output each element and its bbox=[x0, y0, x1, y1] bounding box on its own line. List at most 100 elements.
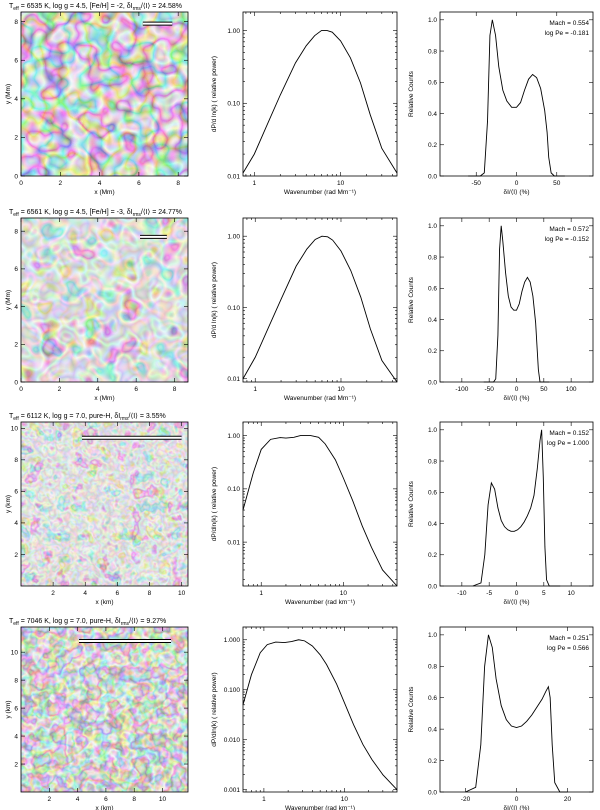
chart-8-annotation-0: Mach = 0.152 bbox=[549, 430, 589, 437]
chart-3-title-title-main: T bbox=[9, 209, 14, 216]
chart-0-title-title-end: /⟨I⟩ = 24.58% bbox=[141, 2, 182, 10]
chart-4-ylabel: dP/d ln(k) ( relative power) bbox=[211, 262, 218, 338]
chart-6-xtick-label-3: 8 bbox=[148, 590, 152, 597]
chart-6-ytick-label-0: 2 bbox=[14, 552, 18, 559]
chart-0-ytick-label-4: 8 bbox=[14, 19, 18, 26]
chart-10-ytick-label-3: 1.000 bbox=[224, 637, 241, 644]
chart-3-ylabel: y (Mm) bbox=[5, 290, 12, 310]
chart-9-title-title-sub2: rms bbox=[121, 621, 130, 627]
chart-1-xtick-label-0: 1 bbox=[252, 180, 256, 187]
chart-9: Teff = 7046 K, log g = 7.0, pure-H, δIrm… bbox=[5, 617, 189, 810]
chart-3-xtick-label-3: 6 bbox=[134, 386, 138, 393]
chart-1: 1 10 0.01 0.10 1.00 Wavenumber (rad Mm⁻¹) dP/d… bbox=[211, 11, 398, 196]
chart-10-ytick-label-2: 0.100 bbox=[224, 687, 241, 694]
chart-4-xlabel: Wavenumber (rad Mm⁻¹) bbox=[284, 395, 356, 402]
chart-4-xtick-label-0: 1 bbox=[253, 386, 257, 393]
chart-3-frame bbox=[20, 217, 189, 383]
chart-1-ylabel: dP/d ln(k) ( relative power) bbox=[211, 56, 218, 132]
chart-9-xtick-label-0: 2 bbox=[47, 796, 51, 803]
chart-8-ytick-label-5: 1.0 bbox=[428, 427, 437, 434]
chart-3-title-title-sub2: rms bbox=[133, 212, 142, 218]
chart-8-ytick-label-0: 0.0 bbox=[428, 583, 437, 590]
chart-8-xlabel: δI/⟨I⟩ (%) bbox=[503, 598, 529, 606]
chart-0-title-title-sub: eff bbox=[13, 6, 19, 12]
chart-0-frame bbox=[20, 11, 189, 177]
chart-3-ytick-label-0: 0 bbox=[14, 379, 18, 386]
chart-1-ytick-label-1: 0.10 bbox=[227, 101, 240, 108]
chart-10: 1 10 0.001 0.010 0.100 1.000 Wavenumber (rad k… bbox=[211, 626, 398, 810]
chart-3-title-title-sub: eff bbox=[13, 212, 19, 218]
chart-8: Mach = 0.152 log Pe = 1.000 -10 -5 0 5 10 0.0 0.… bbox=[408, 421, 594, 606]
chart-9-ytick-label-4: 10 bbox=[11, 649, 19, 656]
chart-0-xtick-label-4: 8 bbox=[176, 180, 180, 187]
chart-2-ylabel: Relative Counts bbox=[408, 70, 415, 117]
chart-0-ytick-label-0: 0 bbox=[14, 173, 18, 180]
chart-6-xtick-label-2: 6 bbox=[116, 590, 120, 597]
chart-6-xtick-label-1: 4 bbox=[83, 590, 87, 597]
chart-0-xtick-label-1: 2 bbox=[58, 180, 62, 187]
chart-6-title-title-sub2: rms bbox=[120, 416, 129, 422]
chart-2-ytick-label-2: 0.4 bbox=[428, 111, 437, 118]
chart-0-title: Teff = 6535 K, log g = 4.5, [Fe/H] = -2,… bbox=[9, 2, 182, 12]
chart-3-ytick-label-1: 2 bbox=[14, 342, 18, 349]
chart-1-xlabel: Wavenumber (rad Mm⁻¹) bbox=[284, 189, 356, 196]
chart-7-ytick-label-2: 1.00 bbox=[227, 433, 240, 440]
chart-5-series-line bbox=[483, 225, 550, 383]
chart-0: Teff = 6535 K, log g = 4.5, [Fe/H] = -2,… bbox=[5, 2, 189, 196]
chart-3: Teff = 6561 K, log g = 4.5, [Fe/H] = -3,… bbox=[5, 208, 189, 402]
chart-2-annotation-0: Mach = 0.554 bbox=[549, 20, 589, 27]
chart-5-ytick-label-3: 0.6 bbox=[428, 286, 437, 293]
chart-5-xtick-label-2: 0 bbox=[515, 386, 519, 393]
chart-2-series-line bbox=[468, 19, 565, 177]
chart-5-xlabel: δI/⟨I⟩ (%) bbox=[503, 394, 529, 402]
chart-9-ytick-label-2: 6 bbox=[14, 705, 18, 712]
chart-7-series-line bbox=[242, 435, 398, 587]
chart-2-xtick-label-0: -50 bbox=[472, 180, 482, 187]
chart-11: Mach = 0.251 log Pe = 0.566 -20 0 20 0.0 0.2 0.… bbox=[408, 626, 594, 810]
chart-11-xtick-label-2: 20 bbox=[564, 796, 572, 803]
chart-5: Mach = 0.572 log Pe = -0.152 -100 -50 0 50 100… bbox=[408, 217, 594, 402]
chart-8-xtick-label-3: 5 bbox=[542, 590, 546, 597]
chart-3-title: Teff = 6561 K, log g = 4.5, [Fe/H] = -3,… bbox=[9, 208, 182, 218]
chart-2-xlabel: δI/⟨I⟩ (%) bbox=[503, 188, 529, 196]
chart-9-title-title-main: T bbox=[9, 618, 14, 625]
chart-3-title-title-rest: = 6561 K, log g = 4.5, [Fe/H] = -3, δI bbox=[19, 209, 133, 216]
chart-5-ytick-label-5: 1.0 bbox=[428, 223, 437, 230]
chart-4-xtick-label-1: 10 bbox=[337, 386, 345, 393]
chart-5-xtick-label-3: 50 bbox=[540, 386, 548, 393]
chart-0-intensity-image bbox=[21, 12, 188, 176]
chart-0-title-title-sub2: rms bbox=[133, 6, 142, 12]
chart-2: Mach = 0.554 log Pe = -0.181 -50 0 50 0.0 0.2 0… bbox=[408, 11, 594, 196]
chart-10-series-line bbox=[242, 639, 398, 791]
chart-8-series-line bbox=[472, 429, 561, 587]
chart-2-ytick-label-0: 0.0 bbox=[428, 173, 437, 180]
chart-10-xtick-label-1: 10 bbox=[341, 796, 349, 803]
chart-4-series-line bbox=[242, 235, 398, 383]
chart-10-frame bbox=[242, 626, 398, 793]
chart-8-ytick-label-2: 0.4 bbox=[428, 521, 437, 528]
chart-10-ytick-label-0: 0.001 bbox=[224, 787, 241, 794]
chart-9-xtick-label-4: 10 bbox=[159, 796, 167, 803]
chart-11-annotation-1: log Pe = 0.566 bbox=[547, 645, 589, 652]
chart-11-ytick-label-4: 0.8 bbox=[428, 664, 437, 671]
chart-9-ytick-label-0: 2 bbox=[14, 761, 18, 768]
chart-6-ylabel: y (km) bbox=[5, 495, 12, 513]
chart-6-xtick-label-4: 10 bbox=[178, 590, 186, 597]
chart-0-ylabel: y (Mm) bbox=[5, 84, 12, 104]
chart-11-xlabel: δI/⟨I⟩ (%) bbox=[503, 804, 529, 810]
chart-6-title-title-sub: eff bbox=[13, 416, 19, 422]
chart-0-title-title-main: T bbox=[9, 3, 14, 10]
chart-0-xlabel: x (Mm) bbox=[94, 189, 114, 196]
chart-7-ytick-label-1: 0.10 bbox=[227, 486, 240, 493]
chart-0-xtick-label-0: 0 bbox=[19, 180, 23, 187]
chart-1-xtick-label-1: 10 bbox=[337, 180, 345, 187]
chart-9-xlabel: x (km) bbox=[95, 805, 113, 810]
chart-1-frame bbox=[242, 11, 398, 177]
chart-3-title-title-end: /⟨I⟩ = 24.77% bbox=[141, 208, 182, 216]
chart-8-xtick-label-1: -5 bbox=[486, 590, 492, 597]
chart-1-series-line bbox=[242, 30, 398, 174]
chart-9-title-title-sub: eff bbox=[13, 621, 19, 627]
chart-2-annotation-1: log Pe = -0.181 bbox=[545, 30, 590, 37]
chart-11-ytick-label-1: 0.2 bbox=[428, 758, 437, 765]
chart-5-annotation-0: Mach = 0.572 bbox=[549, 226, 589, 233]
